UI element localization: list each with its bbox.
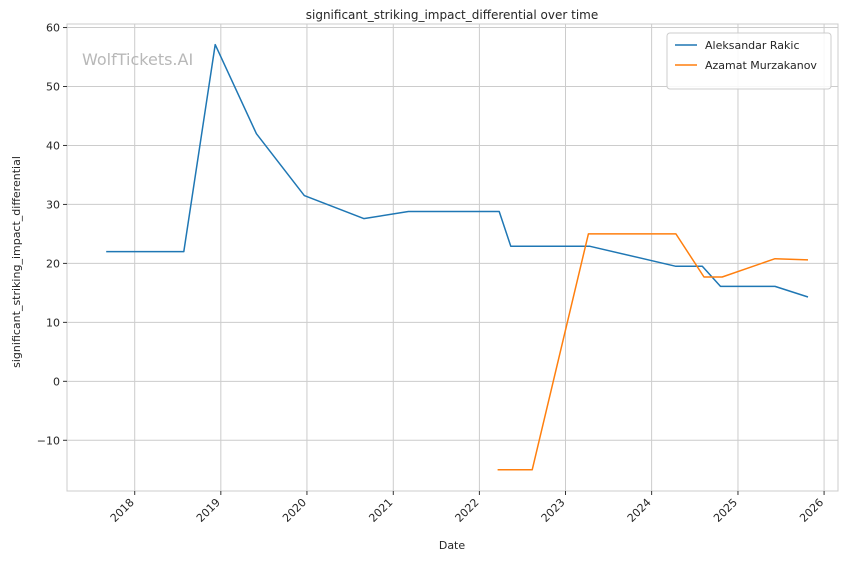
plot-frame [66,23,839,492]
y-tick-label: 10 [46,316,60,329]
y-tick-label: 30 [46,198,60,211]
chart-title: significant_striking_impact_differential… [306,8,598,22]
legend: Aleksandar Rakic Azamat Murzakanov [666,32,832,90]
y-tick-label: −10 [37,434,60,447]
y-tick-label: 40 [46,139,60,152]
series-line-1 [106,43,809,298]
y-tick-label: 60 [46,22,60,35]
y-tick-label: 50 [46,81,60,94]
series-lines [106,43,809,471]
legend-box [666,32,832,90]
y-axis-ticks: 60 50 40 30 20 10 0 −10 [37,22,67,447]
y-tick-label: 0 [53,375,60,388]
x-axis-title: Date [439,539,466,552]
series-line-2 [497,233,809,471]
y-tick-label: 20 [46,257,60,270]
legend-label: Azamat Murzakanov [705,59,817,72]
legend-items: Aleksandar Rakic Azamat Murzakanov [675,39,817,72]
y-axis-title: significant_striking_impact_differential [10,156,23,368]
watermark: WolfTickets.AI [82,50,193,69]
legend-label: Aleksandar Rakic [705,39,800,52]
